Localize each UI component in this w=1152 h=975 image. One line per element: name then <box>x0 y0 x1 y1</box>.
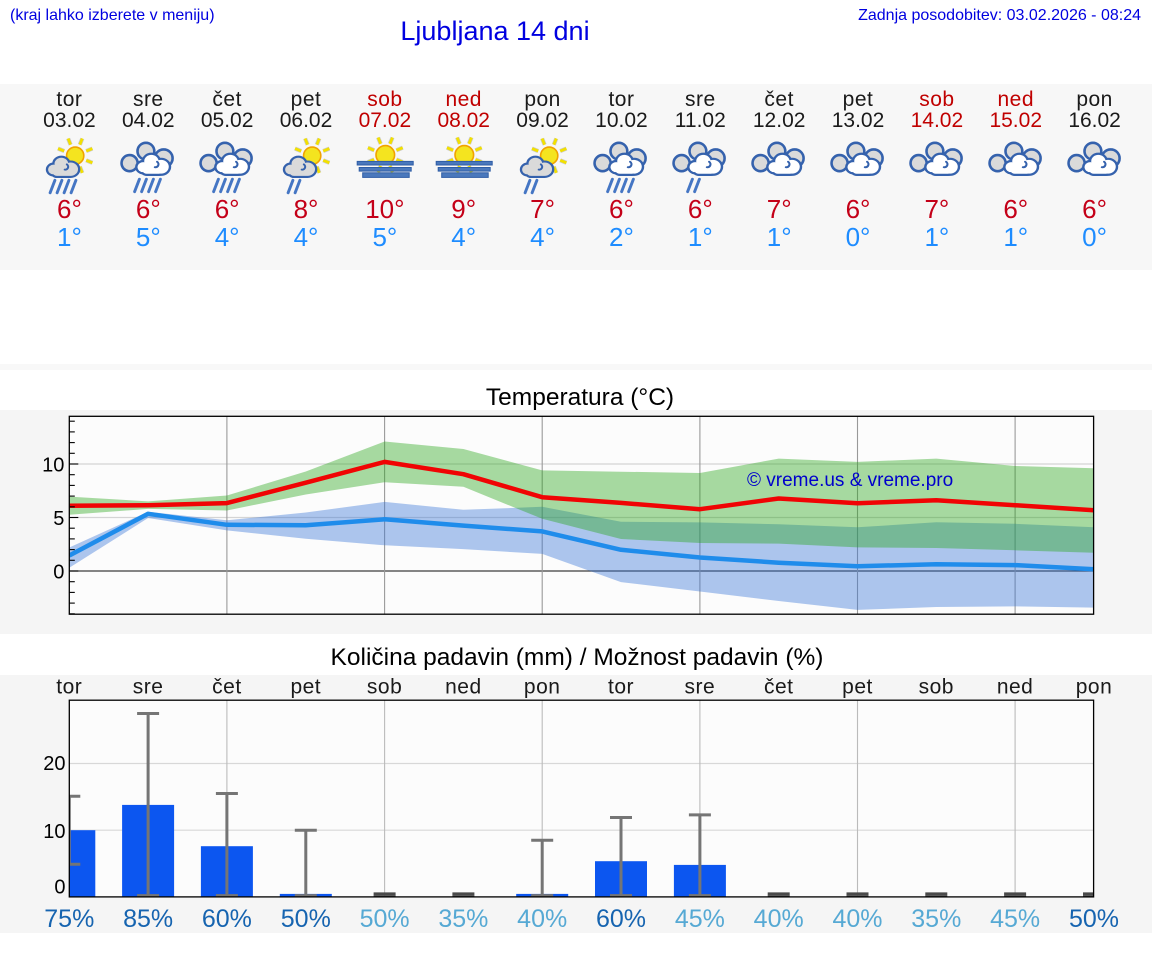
svg-text:ned: ned <box>445 676 482 699</box>
svg-text:ned: ned <box>997 676 1034 699</box>
svg-text:0: 0 <box>53 562 64 584</box>
svg-text:sre: sre <box>133 676 164 699</box>
svg-text:20: 20 <box>43 753 65 775</box>
svg-text:čet: čet <box>764 676 794 699</box>
svg-text:tor: tor <box>56 676 82 699</box>
svg-text:sob: sob <box>367 676 402 699</box>
svg-text:85%: 85% <box>123 905 173 933</box>
svg-text:pon: pon <box>524 676 561 699</box>
svg-text:50%: 50% <box>360 905 410 933</box>
svg-text:tor: tor <box>608 676 634 699</box>
svg-text:35%: 35% <box>438 905 488 933</box>
svg-text:pon: pon <box>1076 676 1113 699</box>
svg-text:5: 5 <box>53 508 64 530</box>
svg-text:40%: 40% <box>832 905 882 933</box>
svg-text:75%: 75% <box>44 905 94 933</box>
svg-text:pet: pet <box>842 676 873 699</box>
svg-text:40%: 40% <box>754 905 804 933</box>
svg-text:sob: sob <box>919 676 954 699</box>
svg-text:60%: 60% <box>202 905 252 933</box>
svg-text:50%: 50% <box>281 905 331 933</box>
svg-text:10: 10 <box>42 455 64 477</box>
svg-text:10: 10 <box>43 821 65 843</box>
svg-text:čet: čet <box>212 676 242 699</box>
svg-text:60%: 60% <box>596 905 646 933</box>
svg-text:© vreme.us & vreme.pro: © vreme.us & vreme.pro <box>747 470 953 491</box>
svg-text:0: 0 <box>54 876 65 898</box>
svg-text:sre: sre <box>685 676 716 699</box>
svg-text:40%: 40% <box>517 905 567 933</box>
svg-text:45%: 45% <box>675 905 725 933</box>
svg-text:pet: pet <box>290 676 321 699</box>
svg-text:35%: 35% <box>911 905 961 933</box>
svg-text:50%: 50% <box>1069 905 1119 933</box>
svg-text:45%: 45% <box>990 905 1040 933</box>
